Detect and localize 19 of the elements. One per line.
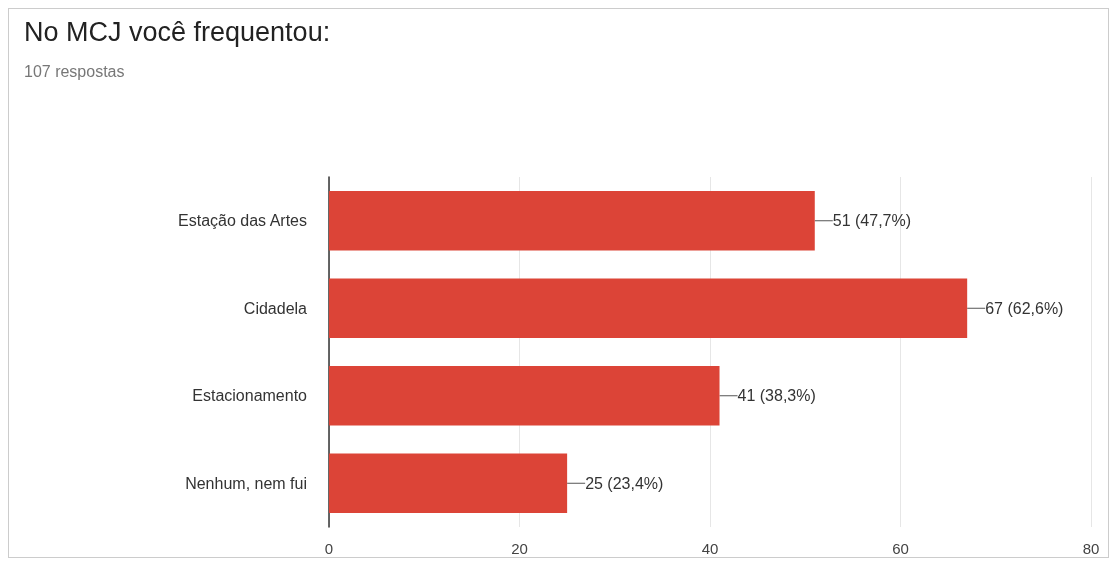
- x-tick-label: 40: [701, 540, 719, 557]
- bar: [329, 366, 720, 426]
- chart-title: No MCJ você frequentou:: [24, 16, 331, 47]
- x-tick-label: 0: [324, 540, 334, 557]
- y-tick-label: Estação das Artes: [178, 212, 307, 230]
- bar: [329, 191, 815, 251]
- text: 107 respostas: [24, 62, 125, 80]
- bar: [329, 453, 568, 513]
- x-tick-label: 60: [892, 540, 909, 557]
- y-tick-label: Cidadela: [243, 299, 308, 317]
- y-tick-label: Estacionamento: [192, 387, 308, 405]
- data-label: 25 (23,4%): [585, 474, 664, 492]
- x-tick-label: 80: [1082, 540, 1100, 557]
- y-tick-label: Nenhum, nem fui: [185, 474, 307, 492]
- data-label: 67 (62,6%): [985, 299, 1064, 317]
- data-label: 51 (47,7%): [832, 212, 912, 230]
- data-label: 41 (38,3%): [737, 387, 816, 405]
- x-tick-label: 20: [511, 540, 528, 557]
- bar: [329, 278, 968, 338]
